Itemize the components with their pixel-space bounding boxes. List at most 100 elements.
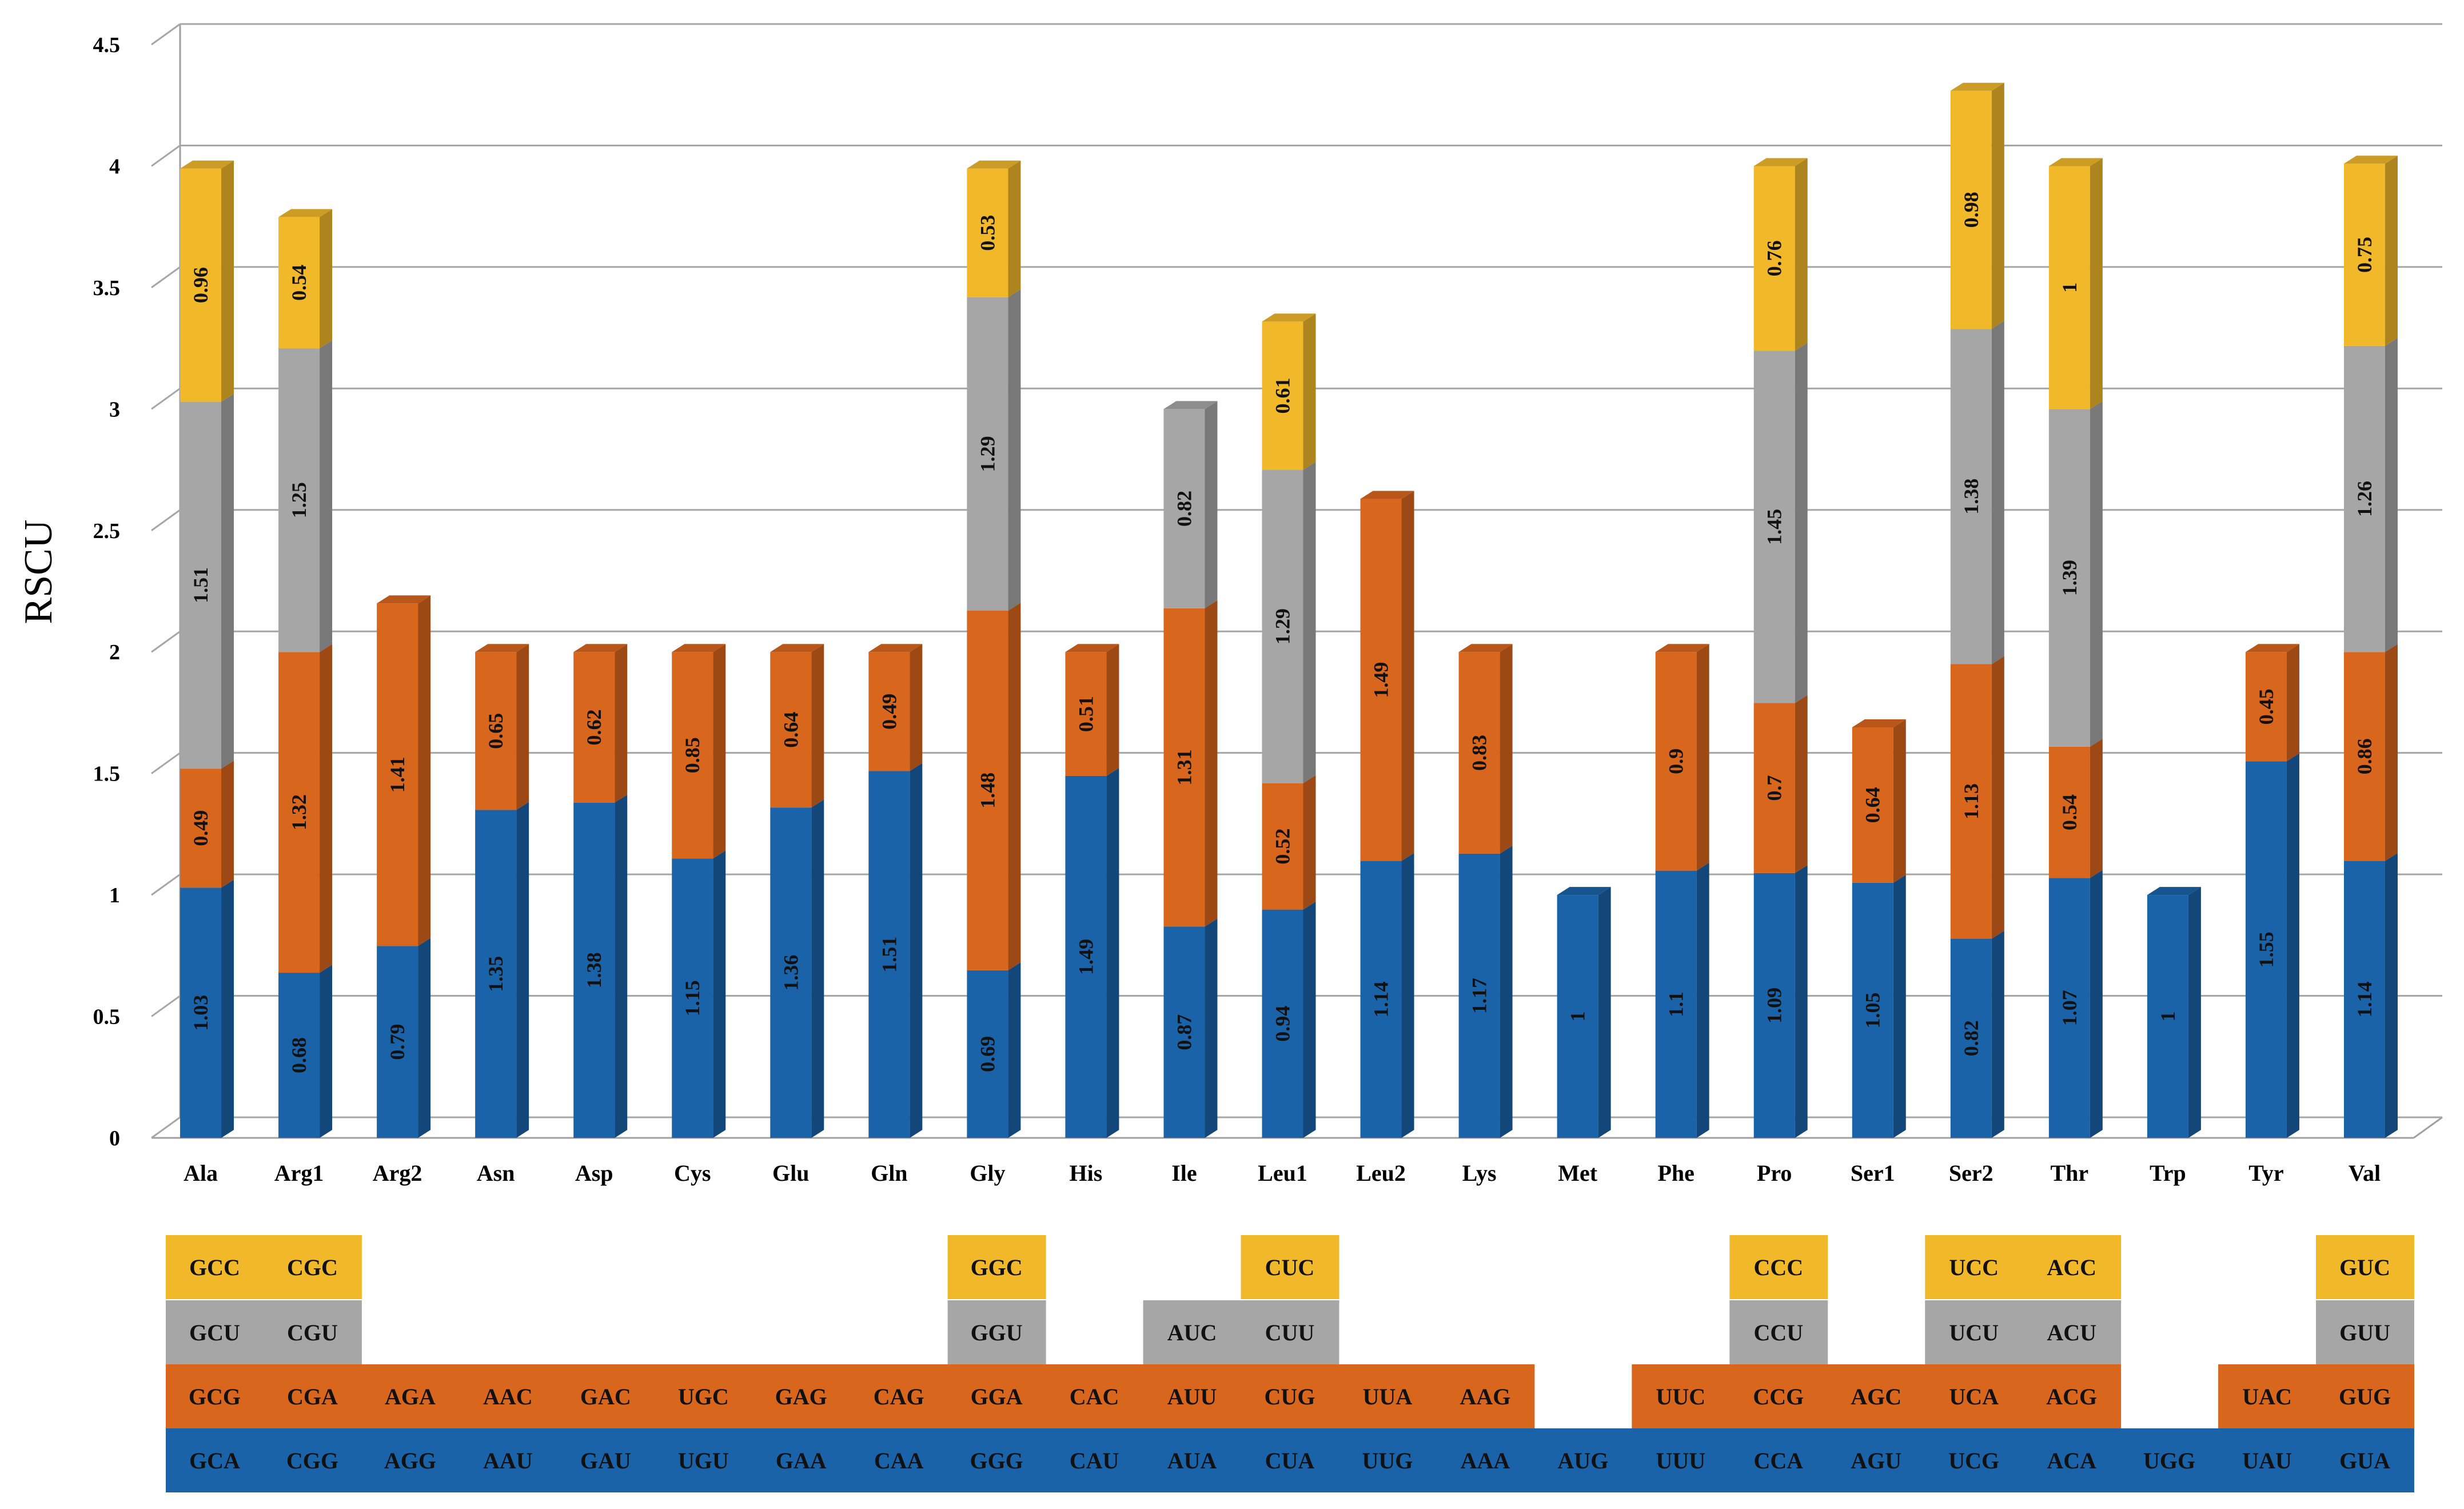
codon-cell (2316, 1235, 2414, 1299)
codon-label: GCA (189, 1448, 240, 1474)
codon-label: CUG (1265, 1384, 1315, 1410)
bar-front (1753, 351, 1795, 703)
data-label: 1.15 (681, 980, 704, 1016)
bar-front (2048, 166, 2090, 409)
bar-segment-Ser2-2: 1.38 (1950, 321, 2004, 664)
bar-front (2343, 861, 2385, 1138)
bar-front (1065, 652, 1107, 776)
x-tick-label: Lys (1462, 1160, 1497, 1186)
y-tick-label: 4 (109, 154, 120, 178)
codon-label: CGA (287, 1384, 338, 1410)
bar-side (1205, 600, 1218, 927)
bar-front (1163, 608, 1205, 927)
data-label: 0.86 (2353, 738, 2376, 774)
data-label: 0.69 (976, 1036, 999, 1072)
data-label: 1.51 (878, 937, 900, 973)
bar-side (615, 794, 628, 1138)
bar-side (2385, 337, 2398, 652)
bar-segment-Leu1-3: 0.61 (1262, 313, 1316, 470)
x-tick-label: Met (1558, 1160, 1598, 1186)
data-label: 0.64 (1861, 787, 1884, 823)
codon-cell (1925, 1428, 2024, 1492)
codon-label: GUC (2339, 1255, 2390, 1280)
bar-segment-Pro-0: 1.09 (1753, 865, 1808, 1138)
bar-side (1008, 160, 1021, 297)
codon-cell (166, 1364, 264, 1428)
bar-side (2090, 738, 2103, 878)
data-label: 0.9 (1665, 748, 1688, 774)
codon-cell (556, 1364, 655, 1428)
data-label: 0.62 (583, 709, 605, 745)
codon-label: CCU (1753, 1320, 1803, 1345)
bar-front (672, 652, 713, 859)
bar-side (1303, 313, 1316, 470)
codon-label: ACU (2047, 1320, 2096, 1345)
codon-label: AAG (1460, 1384, 1510, 1410)
bar-top (475, 644, 529, 652)
codon-label: AGA (385, 1384, 436, 1410)
codon-cell (2218, 1428, 2317, 1492)
gridline-diagonal (151, 266, 181, 289)
codon-cell (1632, 1428, 1731, 1492)
bar-side (2385, 156, 2398, 346)
codon-label: CCA (1753, 1448, 1803, 1474)
data-label: 1.09 (1763, 988, 1786, 1024)
bar-side (1991, 656, 2004, 939)
y-axis-ticks: 0 0.5 1 1.5 2 2.5 3 3.5 4 4.5 (93, 33, 121, 1150)
bar-segment-Ala-2: 1.51 (180, 393, 234, 769)
bar-side (1500, 845, 1513, 1138)
codon-label: UUA (1363, 1384, 1413, 1410)
codon-cell (1045, 1428, 1144, 1492)
bar-front (180, 887, 222, 1138)
data-label: 0.53 (976, 215, 999, 251)
bar-front (377, 946, 418, 1138)
data-label: 0.96 (189, 267, 212, 303)
bar-side (320, 209, 333, 349)
bar-segment-Ala-0: 1.03 (180, 879, 234, 1138)
codon-label: CUA (1265, 1448, 1315, 1474)
codon-cell (654, 1364, 753, 1428)
bar-segment-Cys-1: 0.85 (672, 644, 726, 859)
bar-segment-Arg2-1: 1.41 (377, 595, 431, 946)
bar-segment-Arg2-0: 0.79 (377, 938, 431, 1138)
bar-front (1360, 861, 1402, 1138)
bar-side (1795, 695, 1808, 873)
bar-side (1598, 887, 1611, 1138)
gridline-diagonal (151, 752, 181, 774)
bar-side (1500, 644, 1513, 854)
bar-front (1557, 895, 1598, 1138)
codon-cell (263, 1235, 362, 1299)
bar-side (418, 938, 431, 1138)
data-label: 1.48 (976, 773, 999, 809)
bar-segment-Glu-0: 1.36 (770, 799, 824, 1138)
data-label: 1.35 (484, 956, 507, 992)
data-label: 0.87 (1173, 1014, 1195, 1050)
bar-side (1795, 158, 1808, 351)
data-label: 0.75 (2353, 237, 2376, 273)
codon-label: GAG (775, 1384, 827, 1410)
data-label: 1.03 (189, 995, 212, 1031)
y-tick-label: 3.5 (93, 276, 121, 300)
bar-side (1303, 775, 1316, 910)
codon-label: AUU (1167, 1384, 1217, 1410)
bar-front (1655, 870, 1697, 1138)
bar-front (1163, 409, 1205, 608)
gridline-diagonal (151, 388, 181, 410)
codon-label: UCC (1949, 1255, 1999, 1280)
x-tick-label: Gly (970, 1160, 1005, 1186)
bar-segment-Asn-0: 1.35 (475, 802, 529, 1138)
x-tick-label: Thr (2051, 1160, 2089, 1186)
codon-cell (1925, 1364, 2024, 1428)
bar-front (278, 348, 320, 652)
codon-label: CGG (286, 1448, 338, 1474)
codon-cell (1827, 1428, 1926, 1492)
data-label: 1 (2156, 1012, 2179, 1022)
bar-front (967, 970, 1008, 1138)
codon-cell (654, 1428, 753, 1492)
data-label: 0.51 (1074, 696, 1097, 732)
bar-segment-Tyr-1: 0.45 (2245, 644, 2299, 762)
codon-label: AUG (1557, 1448, 1608, 1474)
bar-segment-Val-0: 1.14 (2343, 853, 2398, 1138)
bar-front (278, 217, 320, 349)
bar-side (1696, 862, 1709, 1138)
